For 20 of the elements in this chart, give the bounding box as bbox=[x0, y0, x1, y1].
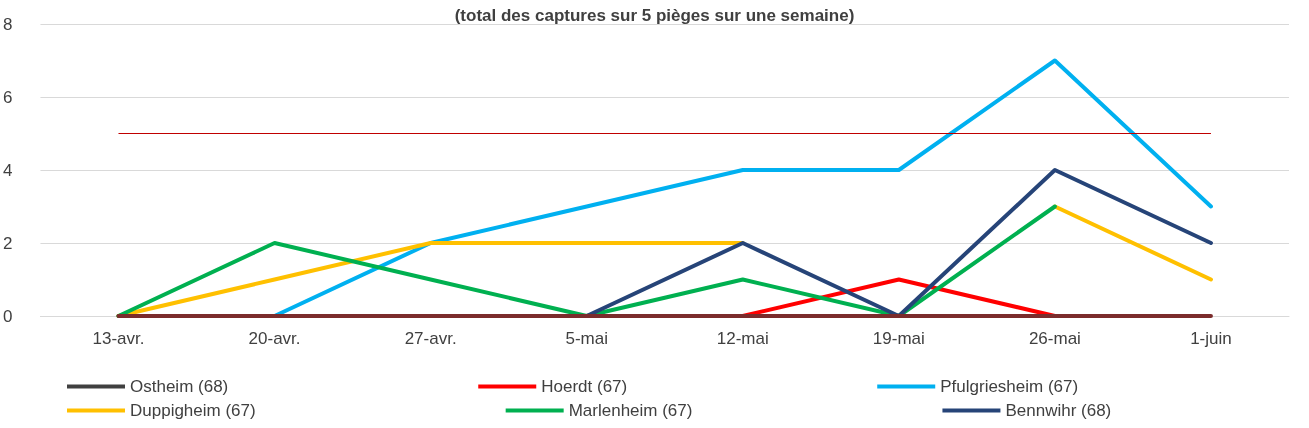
x-tick-label: 26-mai bbox=[1028, 329, 1081, 348]
y-tick-label: 4 bbox=[2, 160, 13, 180]
x-tick-label: 12-mai bbox=[716, 329, 769, 348]
x-tick-label: 20-avr. bbox=[248, 329, 301, 348]
x-tick-label: 5-mai bbox=[565, 329, 608, 348]
legend-label: Pfulgriesheim (67) bbox=[940, 377, 1079, 396]
legend-label: Bennwihr (68) bbox=[1005, 401, 1112, 420]
x-tick-label: 13-avr. bbox=[92, 329, 145, 348]
legend-label: Ostheim (68) bbox=[130, 377, 229, 396]
legend-label: Marlenheim (67) bbox=[568, 401, 693, 420]
y-tick-label: 0 bbox=[2, 306, 13, 326]
y-tick-label: 2 bbox=[2, 233, 13, 253]
x-tick-label: 27-avr. bbox=[404, 329, 457, 348]
y-tick-label: 6 bbox=[2, 87, 13, 107]
x-tick-label: 19-mai bbox=[872, 329, 925, 348]
legend-label: Hoerdt (67) bbox=[541, 377, 628, 396]
x-tick-label: 1-juin bbox=[1190, 329, 1232, 348]
y-tick-label: 8 bbox=[2, 14, 13, 34]
chart-title: (total des captures sur 5 pièges sur une semaine) bbox=[454, 6, 855, 25]
legend-label: Duppigheim (67) bbox=[130, 401, 256, 420]
